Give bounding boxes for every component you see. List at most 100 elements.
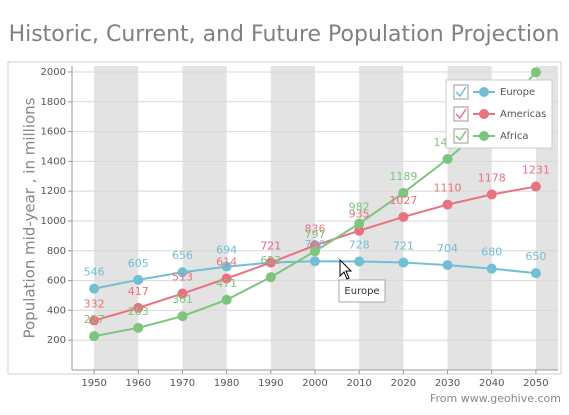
chart-title: Historic, Current, and Future Population…: [9, 22, 560, 47]
value-label: 513: [172, 271, 193, 284]
point: [177, 288, 188, 299]
point: [398, 257, 409, 268]
value-label: 721: [393, 240, 414, 253]
stripe: [182, 66, 227, 370]
point: [177, 311, 188, 322]
value-label: 332: [84, 298, 105, 311]
legend-label: Americas: [500, 109, 546, 120]
cursor: [339, 258, 353, 280]
value-label: 694: [216, 244, 237, 257]
value-label: 1178: [478, 171, 506, 184]
x-tick-label: 2010: [346, 378, 371, 389]
point: [486, 189, 497, 200]
point: [221, 273, 232, 284]
point: [530, 181, 541, 192]
value-label: 605: [128, 257, 149, 270]
value-label: 1189: [389, 170, 417, 183]
value-label: 704: [437, 242, 458, 255]
value-label: 546: [84, 266, 105, 279]
footer: From www.geohive.com: [430, 392, 561, 405]
x-tick-label: 2020: [391, 378, 416, 389]
point: [133, 322, 144, 333]
y-tick-label: 600: [47, 276, 66, 287]
point: [442, 153, 453, 164]
value-label: 730: [305, 238, 326, 251]
point: [398, 187, 409, 198]
y-tick-label: 1000: [41, 216, 66, 227]
point: [354, 225, 365, 236]
y-tick-label: 1400: [41, 156, 66, 167]
x-tick-label: 2000: [302, 378, 327, 389]
value-label: 1998: [522, 49, 550, 62]
value-label: 982: [349, 201, 370, 214]
y-tick-label: 400: [47, 305, 66, 316]
x-tick-label: 1990: [258, 378, 283, 389]
chart-frame: [7, 61, 562, 375]
value-label: 417: [128, 285, 149, 298]
point: [354, 218, 365, 229]
legend-check: [455, 108, 467, 120]
value-label: 721: [260, 240, 281, 253]
value-label: 1027: [389, 194, 417, 207]
legend-label: Europe: [500, 87, 535, 98]
legend-check: [455, 86, 467, 98]
stripe: [270, 66, 315, 370]
point: [221, 261, 232, 272]
value-label: 623: [260, 254, 281, 267]
y-tick-label: 1200: [41, 186, 66, 197]
point: [310, 246, 320, 257]
value-label: 361: [172, 293, 193, 306]
point: [133, 274, 144, 285]
value-label: 1231: [522, 164, 550, 177]
x-tick-label: 1950: [81, 378, 106, 389]
x-tick-label: 2050: [523, 378, 548, 389]
y-tick-label: 800: [47, 246, 66, 257]
x-tick-label: 2030: [435, 378, 460, 389]
legend-check: [455, 130, 467, 142]
y-axis-title: Population mid-year , in millions: [21, 97, 39, 338]
point: [442, 260, 453, 271]
point: [89, 283, 100, 294]
tooltip-text: Europe: [344, 286, 379, 297]
point: [310, 256, 320, 267]
point: [354, 256, 365, 267]
point: [89, 331, 100, 342]
value-label: 283: [128, 305, 149, 318]
point: [221, 294, 232, 305]
point: [133, 302, 144, 313]
value-label: 650: [525, 250, 546, 263]
point: [442, 199, 453, 210]
value-label: 680: [481, 246, 502, 259]
value-label: 227: [84, 313, 105, 326]
point: [89, 315, 100, 326]
value-label: 1110: [434, 182, 462, 195]
value-label: 471: [216, 277, 237, 290]
x-tick-label: 2040: [479, 378, 504, 389]
point: [265, 257, 276, 268]
y-tick-label: 1600: [41, 127, 66, 138]
value-label: 614: [216, 256, 237, 269]
legend-marker: [479, 109, 489, 119]
value-label: 656: [172, 249, 193, 262]
value-label: 836: [305, 222, 326, 235]
point: [486, 263, 497, 274]
legend-marker: [479, 131, 489, 141]
point: [530, 268, 541, 279]
x-tick-label: 1970: [170, 378, 195, 389]
point: [398, 211, 409, 222]
point: [265, 272, 276, 283]
value-label: 728: [349, 239, 370, 252]
point: [177, 267, 188, 278]
legend-marker: [479, 87, 489, 97]
x-tick-label: 1980: [214, 378, 239, 389]
value-label: 935: [349, 208, 370, 221]
x-tick-label: 1960: [126, 378, 151, 389]
y-tick-label: 1800: [41, 97, 66, 108]
value-label: 721: [260, 240, 281, 253]
tooltip-box: [338, 279, 386, 303]
y-tick-label: 2000: [41, 67, 66, 78]
point: [530, 67, 541, 78]
value-label: 797: [305, 228, 326, 241]
legend-label: Africa: [500, 131, 529, 142]
